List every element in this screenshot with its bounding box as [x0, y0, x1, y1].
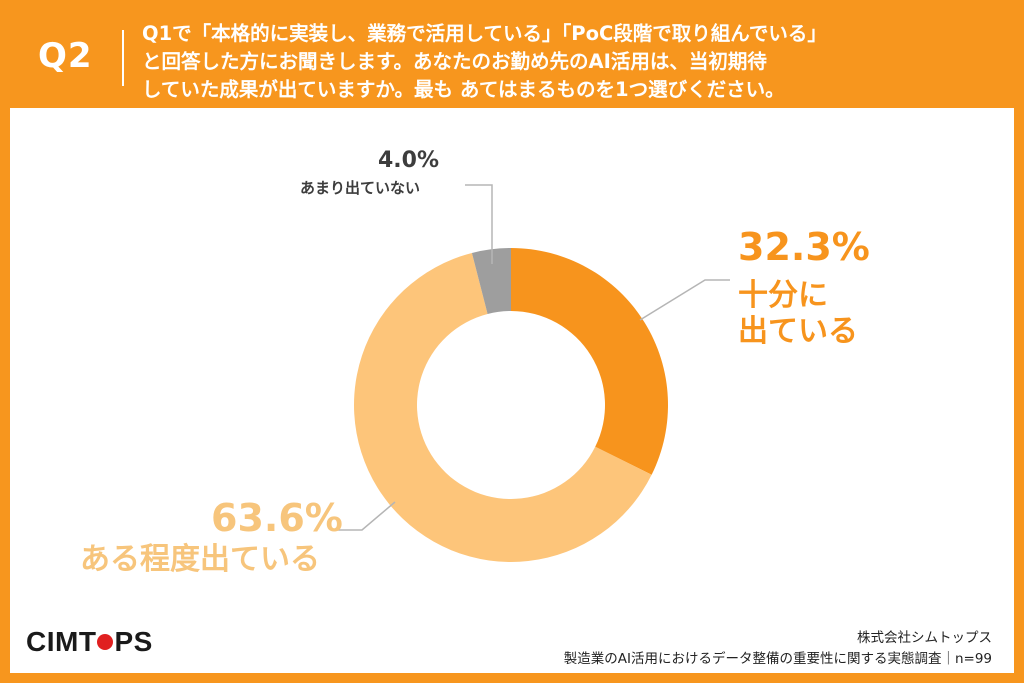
slice-not-much	[471, 248, 511, 314]
slice-label-text: 十分に	[738, 278, 828, 313]
question-line: と回答した方にお聞きします。あなたのお勤め先のAI活用は、当初期待	[142, 50, 767, 73]
slice-somewhat	[354, 252, 652, 563]
slice-label-percent: 4.0%	[378, 148, 440, 173]
header-divider	[122, 30, 124, 86]
question-header: Q2 Q1で「本格的に実装し、業務で活用している」「PoC段階で取り組んでいる」…	[0, 0, 1024, 108]
source-note: 株式会社シムトップス 製造業のAI活用におけるデータ整備の重要性に関する実態調査…	[564, 628, 992, 670]
leader-line-sufficient	[639, 279, 730, 321]
logo-text: PS	[114, 626, 153, 657]
slice-label-percent: 63.6%	[211, 496, 343, 540]
leader-line-not-much	[465, 184, 493, 264]
question-line: Q1で「本格的に実装し、業務で活用している」「PoC段階で取り組んでいる」	[142, 22, 827, 45]
logo-text: CIMT	[26, 626, 97, 657]
question-number: Q2	[38, 36, 93, 76]
chart-panel	[10, 108, 1014, 673]
slice-sufficient	[511, 248, 668, 475]
slice-label-percent: 32.3%	[738, 225, 870, 269]
company-name: 株式会社シムトップス	[857, 630, 992, 646]
leader-line-somewhat	[334, 501, 396, 531]
logo-dot-icon	[97, 633, 114, 650]
company-logo: CIMT PS	[26, 626, 153, 658]
slice-label-text: あまり出ていない	[300, 179, 421, 197]
slice-label-text: 出ている	[738, 314, 858, 349]
question-text: Q1で「本格的に実装し、業務で活用している」「PoC段階で取り組んでいる」 と回…	[142, 20, 1002, 104]
survey-title: 製造業のAI活用におけるデータ整備の重要性に関する実態調査｜n=99	[563, 651, 992, 667]
slice-label-text: ある程度出ている	[80, 542, 320, 577]
question-line: していた成果が出ていますか。最も あてはまるものを1つ選びください。	[142, 78, 785, 101]
